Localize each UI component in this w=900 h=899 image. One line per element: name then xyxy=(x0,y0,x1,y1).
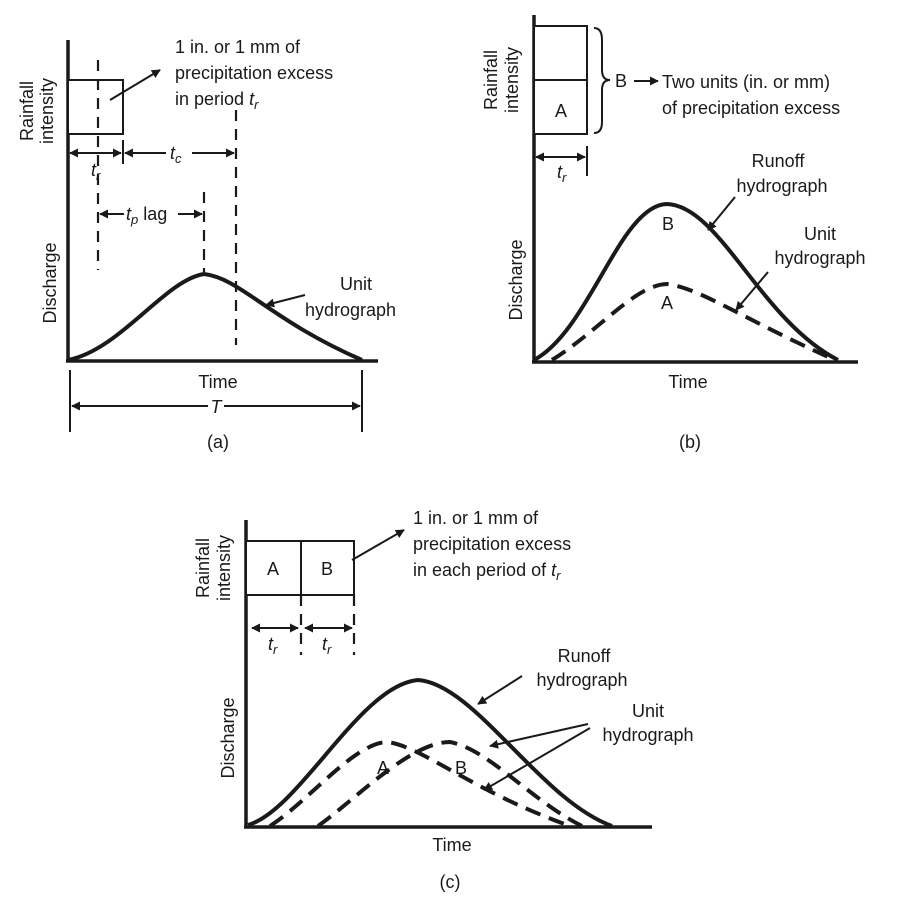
panel-c-unit-label-arrow-2 xyxy=(483,727,591,791)
panel-b-box-a-label: A xyxy=(555,101,567,121)
panel-b-runoff-label-arrow xyxy=(707,196,736,231)
panel-a-tp-label: tp lag xyxy=(126,204,167,227)
panel-c-annotation-line3: in each period of tr xyxy=(413,560,561,583)
panel-b-rainfall-block-a xyxy=(533,79,588,135)
panel-c-ylabel-rainfall: Rainfall xyxy=(193,538,213,598)
panel-b-brace-text-line2: of precipitation excess xyxy=(662,98,840,118)
panel-c-unit-hydrograph-a-curve xyxy=(268,739,571,828)
panel-a-tc-label: tc xyxy=(170,143,182,166)
panel-c-box-b-label: B xyxy=(321,559,333,579)
panel-c-unit-label-line2: hydrograph xyxy=(602,725,693,745)
panel-c-box-a-label: A xyxy=(267,559,279,579)
panel-b-unit-label-line1: Unit xyxy=(804,224,836,244)
panel-b-unit-label-line2: hydrograph xyxy=(774,248,865,268)
panel-a-curve-label-arrow xyxy=(265,294,306,308)
panel-c-tr-label-1: tr xyxy=(268,634,278,657)
panel-c-curve-b-label: B xyxy=(455,758,467,778)
panel-a-unit-hydrograph-curve xyxy=(67,271,363,362)
panel-a-annotation-arrow xyxy=(109,69,161,101)
panel-b-peak-a-label: A xyxy=(661,293,673,313)
panel-b-peak-b-label: B xyxy=(662,214,674,234)
panel-b-xlabel: Time xyxy=(668,372,707,392)
panel-a-ylabel-discharge: Discharge xyxy=(40,242,60,323)
panel-a-base-label-bg xyxy=(208,396,224,416)
panel-b-brace xyxy=(593,27,611,134)
panel-a-annotation-line1: 1 in. or 1 mm of xyxy=(175,37,301,57)
panel-b-ylabel-intensity: intensity xyxy=(502,47,522,113)
panel-c-unit-hydrograph-b-curve xyxy=(316,739,583,828)
panel-c-annotation-line2: precipitation excess xyxy=(413,534,571,554)
panel-b-tr-label: tr xyxy=(557,162,567,185)
panel-c-caption: (c) xyxy=(440,872,461,892)
panel-a-ylabel-rainfall: Rainfall xyxy=(17,81,37,141)
panel-b-runoff-hydrograph-curve xyxy=(533,201,839,362)
panel-c-runoff-label-arrow xyxy=(477,675,523,705)
panel-c-annotation-line1: 1 in. or 1 mm of xyxy=(413,508,539,528)
panel-a-ylabel-intensity: intensity xyxy=(37,78,57,144)
panel-b-unit-label-arrow xyxy=(735,271,769,311)
panel-a-annotation-line2: precipitation excess xyxy=(175,63,333,83)
panel-c-unit-label-arrow-1 xyxy=(489,723,589,749)
panel-c-runoff-label-line2: hydrograph xyxy=(536,670,627,690)
panel-c-annotation-arrow xyxy=(351,529,405,561)
panel-b-rainfall-block-b xyxy=(533,25,588,81)
panel-a-annotation-line3: in period tr xyxy=(175,89,259,112)
panel-b-ylabel-discharge: Discharge xyxy=(506,239,526,320)
panel-c-tr-label-2: tr xyxy=(322,634,332,657)
panel-c-runoff-label-line1: Runoff xyxy=(558,646,612,666)
panel-a-xlabel: Time xyxy=(198,372,237,392)
panel-c-unit-label-line1: Unit xyxy=(632,701,664,721)
panel-b-ylabel-rainfall: Rainfall xyxy=(481,50,501,110)
panel-c-rainfall-block-b xyxy=(300,540,355,596)
panel-c-ylabel-discharge: Discharge xyxy=(218,697,238,778)
panel-c-xlabel: Time xyxy=(432,835,471,855)
panel-a-caption: (a) xyxy=(207,432,229,452)
panel-c-rainfall-block-a xyxy=(245,540,302,596)
panel-a-rainfall-block xyxy=(67,79,124,135)
panel-a-tc-label-bg xyxy=(166,143,192,163)
panel-b-unit-hydrograph-curve xyxy=(550,281,836,362)
panel-a-base-label: T xyxy=(211,397,224,417)
panel-b-runoff-label-line1: Runoff xyxy=(752,151,806,171)
panel-b-brace-label: B xyxy=(615,71,627,91)
panel-a-curve-label-unit: Unit xyxy=(340,274,372,294)
panel-c: A B Rainfall intensity Discharge 1 in. o… xyxy=(193,508,694,892)
panel-c-runoff-hydrograph-curve xyxy=(247,677,613,828)
panel-b-caption: (b) xyxy=(679,432,701,452)
panel-c-curve-a-label: A xyxy=(377,758,389,778)
panel-b: A Rainfall intensity Discharge B Two uni… xyxy=(481,15,866,452)
panel-a-curve-label-hydrograph: hydrograph xyxy=(305,300,396,320)
panel-a-tr-label: tr xyxy=(91,160,101,183)
panel-b-runoff-label-line2: hydrograph xyxy=(736,176,827,196)
panel-a: Rainfall intensity Discharge 1 in. or 1 … xyxy=(17,37,396,452)
panel-c-ylabel-intensity: intensity xyxy=(214,535,234,601)
panel-b-brace-text-line1: Two units (in. or mm) xyxy=(662,72,830,92)
